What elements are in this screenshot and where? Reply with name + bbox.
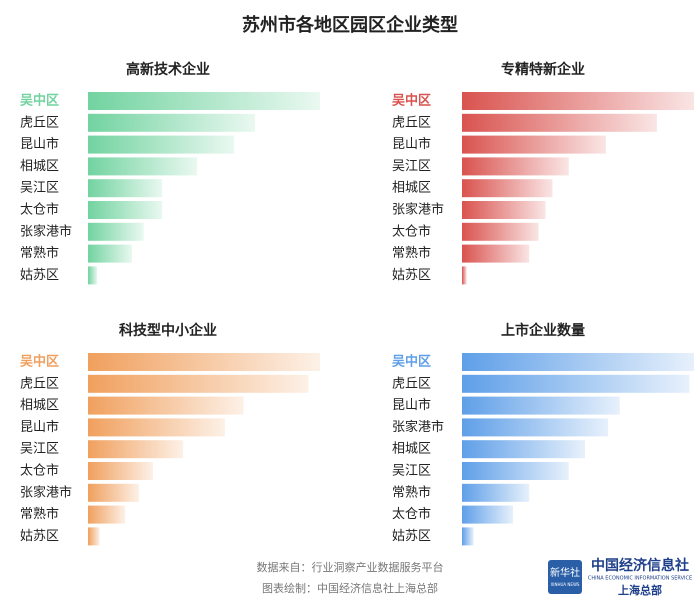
bar xyxy=(462,244,530,263)
category-label: 吴中区 xyxy=(20,93,59,109)
category-label: 虎丘区 xyxy=(20,115,59,130)
bar xyxy=(88,179,163,198)
category-label: 常熟市 xyxy=(392,484,431,500)
bar xyxy=(462,222,539,241)
category-label: 昆山市 xyxy=(20,419,59,435)
bar xyxy=(88,483,140,502)
category-label: 相城区 xyxy=(392,442,431,457)
category-label: 张家港市 xyxy=(392,202,444,218)
credit: 图表绘制：中国经济信息社上海总部 xyxy=(262,581,438,595)
bar xyxy=(462,374,690,393)
category-label: 昆山市 xyxy=(20,136,59,152)
category-label: 姑苏区 xyxy=(392,267,431,283)
category-label: 昆山市 xyxy=(392,397,431,413)
bar xyxy=(462,505,514,524)
category-label: 相城区 xyxy=(20,398,59,413)
bar xyxy=(462,92,694,110)
category-label: 吴中区 xyxy=(392,354,431,370)
panel-title: 高新技术企业 xyxy=(126,61,210,78)
category-label: 相城区 xyxy=(392,181,431,196)
category-label: 常熟市 xyxy=(20,245,59,261)
category-label: 昆山市 xyxy=(392,136,431,152)
bar xyxy=(88,418,225,437)
bar xyxy=(462,527,474,546)
category-label: 张家港市 xyxy=(20,223,72,239)
bar xyxy=(88,266,98,285)
category-label: 张家港市 xyxy=(20,484,72,500)
bar xyxy=(88,462,153,480)
category-label: 姑苏区 xyxy=(20,528,59,544)
bar xyxy=(88,505,126,524)
bar xyxy=(88,222,144,241)
category-label: 相城区 xyxy=(20,159,59,174)
bar xyxy=(462,179,553,198)
category-label: 太仓市 xyxy=(20,463,59,479)
bar xyxy=(462,201,546,219)
bar xyxy=(462,353,694,371)
chart-title: 苏州市各地区园区企业类型 xyxy=(242,14,458,36)
category-label: 吴江区 xyxy=(392,159,431,174)
category-label: 太仓市 xyxy=(20,202,59,218)
category-label: 虎丘区 xyxy=(392,115,431,130)
bar xyxy=(88,135,235,154)
category-label: 吴江区 xyxy=(392,464,431,479)
source: 数据来自：行业洞察产业数据服务平台 xyxy=(257,560,444,574)
panel-title: 上市企业数量 xyxy=(501,322,585,339)
bar xyxy=(88,244,133,263)
bar xyxy=(88,113,256,132)
bar xyxy=(462,157,569,176)
bar xyxy=(88,201,163,219)
branch: 上海总部 xyxy=(618,583,662,597)
bar xyxy=(462,440,585,459)
category-label: 虎丘区 xyxy=(20,376,59,391)
bar xyxy=(88,527,100,546)
bar xyxy=(88,374,309,393)
category-label: 太仓市 xyxy=(392,223,431,239)
bar xyxy=(88,92,320,110)
bar xyxy=(462,396,620,415)
bar xyxy=(88,353,320,371)
category-label: 常熟市 xyxy=(20,506,59,522)
panel-title: 专精特新企业 xyxy=(501,61,585,78)
category-label: 常熟市 xyxy=(392,245,431,261)
category-label: 虎丘区 xyxy=(392,376,431,391)
category-label: 太仓市 xyxy=(392,506,431,522)
category-label: 吴江区 xyxy=(20,442,59,457)
bar xyxy=(462,483,530,502)
logo-en: XINHUA NEWS xyxy=(551,582,580,587)
category-label: 吴中区 xyxy=(20,354,59,370)
bar xyxy=(88,157,198,176)
bar xyxy=(462,462,569,480)
bar xyxy=(462,135,606,154)
category-label: 吴中区 xyxy=(392,93,431,109)
category-label: 张家港市 xyxy=(392,419,444,435)
bar xyxy=(462,418,609,437)
logo-box xyxy=(548,560,582,594)
bar xyxy=(462,113,657,132)
category-label: 姑苏区 xyxy=(20,267,59,283)
category-label: 吴江区 xyxy=(20,181,59,196)
bar xyxy=(88,440,184,459)
category-label: 姑苏区 xyxy=(392,528,431,544)
bar xyxy=(88,396,244,415)
org: 中国经济信息社 xyxy=(591,557,689,574)
bar xyxy=(462,266,467,285)
logo-text: 新华社 xyxy=(550,566,580,579)
panel-title: 科技型中小企业 xyxy=(119,322,217,339)
org-en: CHINA ECONOMIC INFORMATION SERVICE xyxy=(588,576,692,582)
